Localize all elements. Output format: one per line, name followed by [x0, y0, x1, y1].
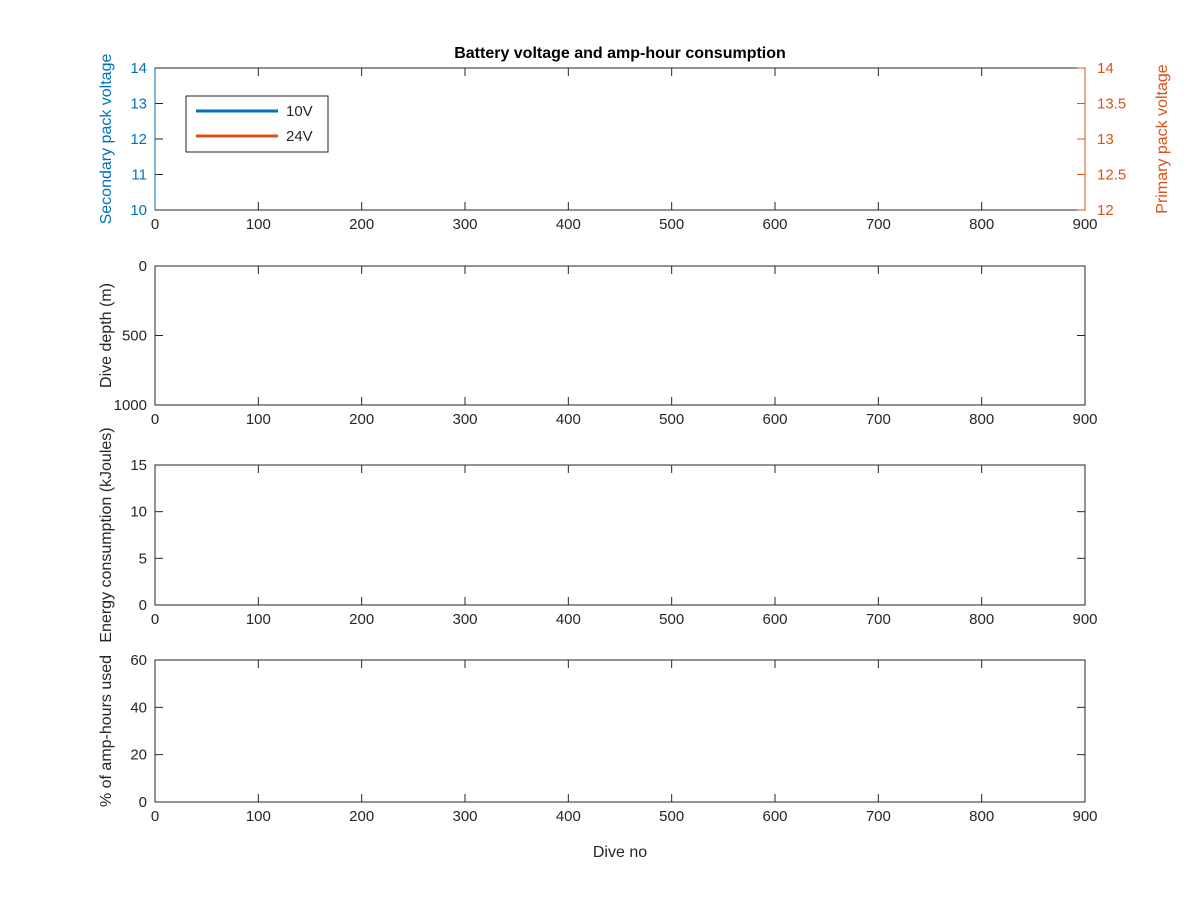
legend-label-10v: 10V — [286, 103, 313, 120]
y-tick-label: 500 — [122, 328, 147, 345]
x-tick-label: 100 — [246, 411, 271, 428]
x-tick-label: 900 — [1072, 411, 1097, 428]
x-tick-label: 600 — [762, 411, 787, 428]
y-tick-label: 60 — [130, 652, 147, 669]
x-tick-label: 100 — [246, 611, 271, 628]
y-tick-label: 12 — [130, 131, 147, 148]
x-tick-label: 800 — [969, 808, 994, 825]
y-right-tick-label: 13 — [1097, 131, 1114, 148]
energy-panel: 0 100 200 300 400 500 600 700 800 900 0 5 10 15 Energy… — [98, 427, 1098, 642]
x-tick-label: 700 — [866, 216, 891, 233]
x-tick-label: 800 — [969, 611, 994, 628]
x-tick-label: 100 — [246, 808, 271, 825]
y-tick-label: 0 — [139, 258, 147, 275]
x-tick-label: 200 — [349, 216, 374, 233]
x-tick-label: 100 — [246, 216, 271, 233]
y-tick-label: 15 — [130, 457, 147, 474]
x-tick-label: 200 — [349, 808, 374, 825]
x-tick-label: 400 — [556, 808, 581, 825]
x-tick-label: 0 — [151, 611, 159, 628]
x-tick-label: 500 — [659, 411, 684, 428]
x-tick-label: 400 — [556, 411, 581, 428]
x-tick-label: 200 — [349, 411, 374, 428]
x-tick-label: 800 — [969, 411, 994, 428]
x-tick-label: 700 — [866, 411, 891, 428]
legend-box — [185, 95, 329, 153]
y-tick-label: 0 — [139, 794, 147, 811]
legend-label-24v: 24V — [286, 128, 313, 145]
y-axis-label: Secondary pack voltage — [98, 54, 115, 225]
amphours-panel: 0 100 200 300 400 500 600 700 800 900 0 20 40 60 % of … — [98, 652, 1098, 861]
x-tick-label: 600 — [762, 216, 787, 233]
y-tick-label: 40 — [130, 699, 147, 716]
x-tick-label: 700 — [866, 808, 891, 825]
legend: 10V 24V — [185, 95, 329, 153]
y-right-tick-label: 12.5 — [1097, 167, 1126, 184]
x-tick-label: 200 — [349, 611, 374, 628]
y-right-tick-label: 14 — [1097, 60, 1114, 77]
y-tick-label: 10 — [130, 202, 147, 219]
y-right-tick-label: 12 — [1097, 202, 1114, 219]
axes-frame — [154, 659, 1086, 803]
x-tick-label: 0 — [151, 411, 159, 428]
x-tick-label: 300 — [452, 808, 477, 825]
x-tick-label: 600 — [762, 808, 787, 825]
x-axis-label: Dive no — [593, 844, 647, 861]
y-tick-label: 10 — [130, 504, 147, 521]
x-tick-label: 800 — [969, 216, 994, 233]
y-axis-label-right: Primary pack voltage — [1154, 64, 1171, 213]
y-axis-label: Energy consumption (kJoules) — [98, 427, 115, 642]
depth-panel: 0 100 200 300 400 500 600 700 800 900 0 500 1000 Dive… — [98, 258, 1098, 428]
y-tick-label: 20 — [130, 747, 147, 764]
voltage-panel: 0 100 200 300 400 500 600 700 800 900 10 11 12 13 14 12… — [98, 54, 1171, 233]
x-tick-label: 300 — [452, 411, 477, 428]
y-tick-label: 5 — [139, 550, 147, 567]
x-tick-label: 600 — [762, 611, 787, 628]
x-tick-label: 500 — [659, 808, 684, 825]
y-tick-label: 1000 — [114, 397, 147, 414]
figure-title: Battery voltage and amp-hour consumption — [454, 45, 786, 62]
x-tick-label: 400 — [556, 216, 581, 233]
y-axis-label: % of amp-hours used — [98, 655, 115, 807]
y-axis-label: Dive depth (m) — [98, 283, 115, 388]
x-tick-label: 900 — [1072, 808, 1097, 825]
x-tick-label: 0 — [151, 216, 159, 233]
x-tick-label: 400 — [556, 611, 581, 628]
y-tick-label: 14 — [130, 60, 147, 77]
x-tick-label: 500 — [659, 611, 684, 628]
x-tick-label: 500 — [659, 216, 684, 233]
y-right-tick-label: 13.5 — [1097, 96, 1126, 113]
x-tick-label: 0 — [151, 808, 159, 825]
x-tick-label: 900 — [1072, 216, 1097, 233]
axes-frame — [154, 265, 1086, 406]
x-tick-label: 900 — [1072, 611, 1097, 628]
y-tick-label: 13 — [130, 96, 147, 113]
x-tick-label: 300 — [452, 216, 477, 233]
x-tick-label: 300 — [452, 611, 477, 628]
y-tick-label: 0 — [139, 597, 147, 614]
x-tick-label: 700 — [866, 611, 891, 628]
axes-frame — [154, 464, 1086, 606]
y-tick-label: 11 — [131, 167, 147, 184]
